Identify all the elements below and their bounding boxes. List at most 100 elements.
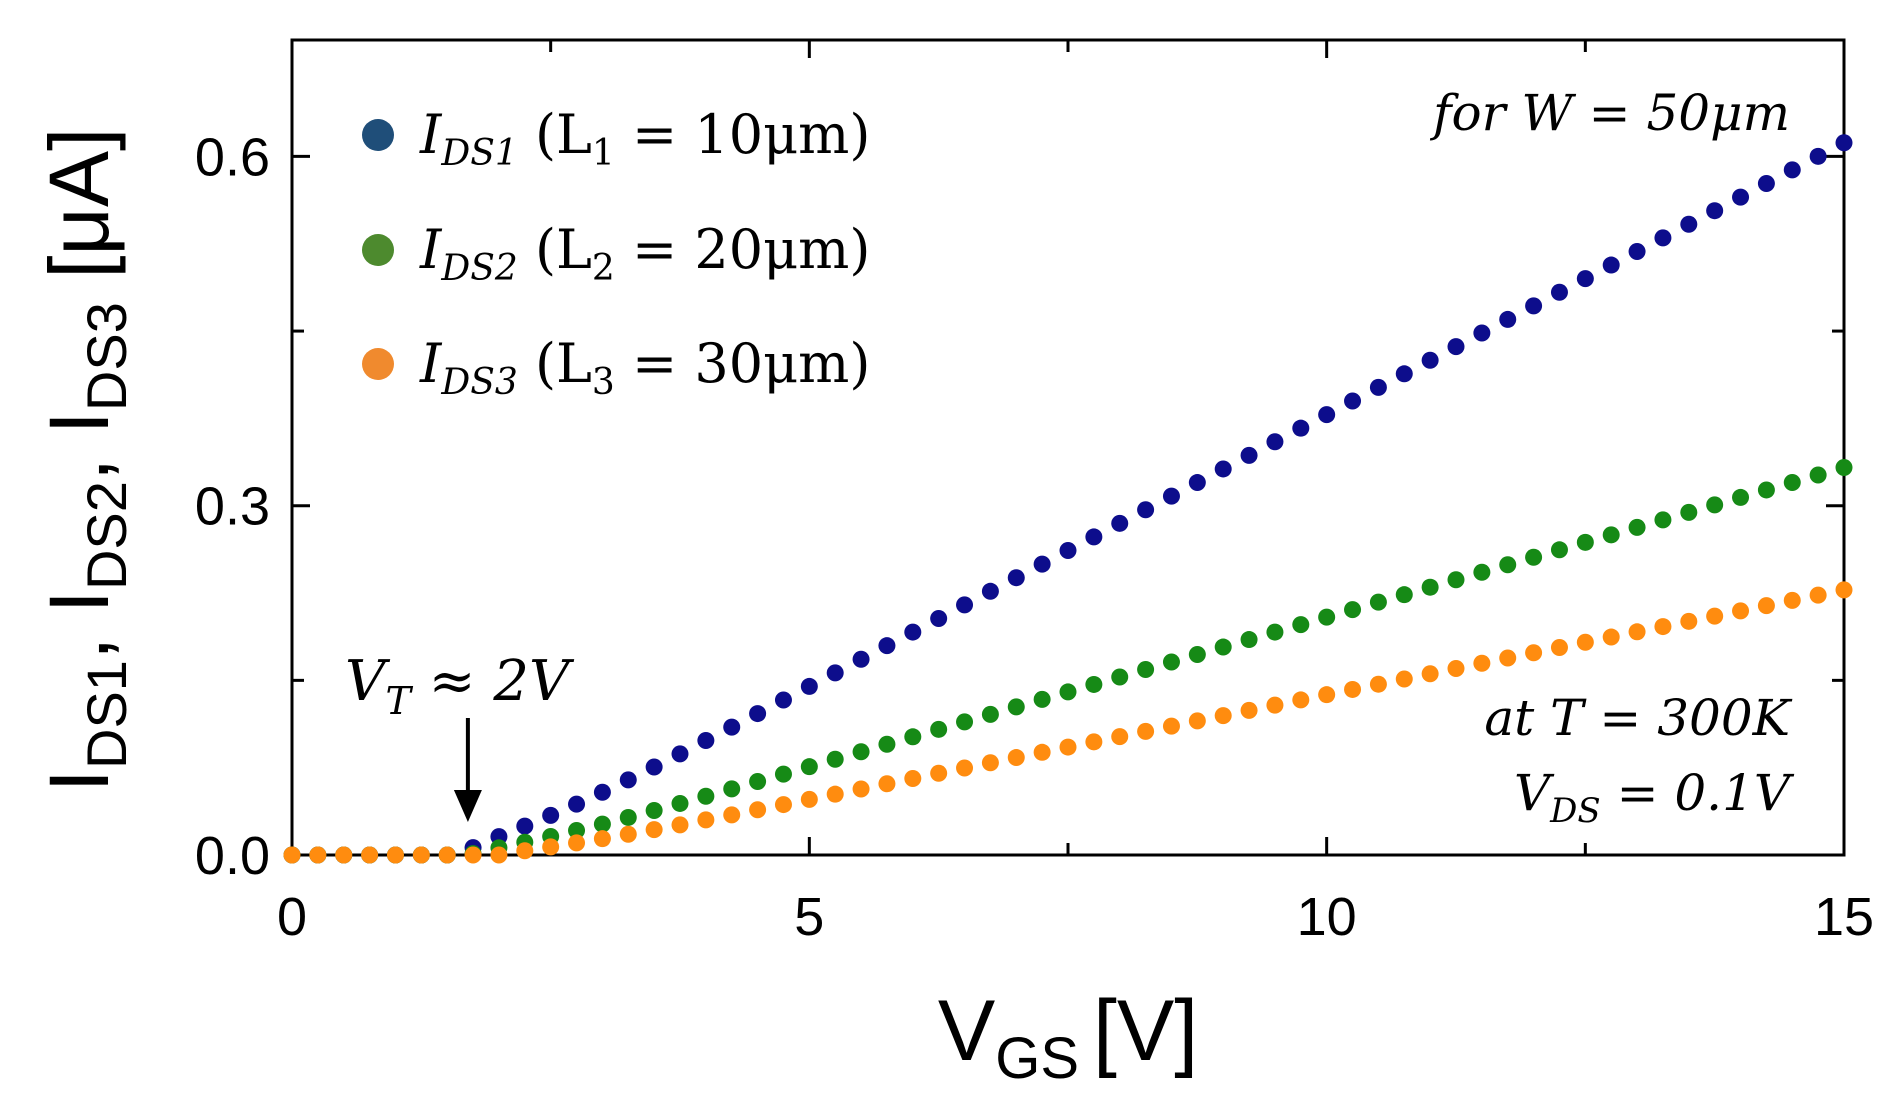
data-point (774, 765, 792, 783)
data-point (1680, 503, 1698, 521)
data-point (1059, 738, 1077, 756)
data-point (464, 846, 482, 864)
data-point (1550, 639, 1568, 657)
legend-ids2-main: I (419, 218, 443, 281)
data-point (1369, 378, 1387, 396)
data-point (956, 759, 974, 777)
data-point (1292, 691, 1310, 709)
legend: IDS1 (L1 = 10μm) IDS2 (L2 = 20μm) IDS3 (… (362, 103, 870, 403)
y-axis-title-i1: I (32, 769, 126, 792)
legend-label-ids2: IDS2 (L2 = 20μm) (419, 218, 870, 289)
x-tick-label: 15 (1814, 887, 1874, 947)
legend-label-ids1: IDS1 (L1 = 10μm) (419, 103, 870, 174)
data-point (1007, 698, 1025, 716)
data-point (1835, 459, 1853, 477)
data-point (361, 846, 379, 864)
data-point (852, 743, 870, 761)
data-point (1137, 722, 1155, 740)
data-point (1188, 646, 1206, 664)
x-tick-labels: 0 5 10 15 (277, 887, 1874, 947)
data-point (749, 801, 767, 819)
legend-ids2-tail: = 20μm) (615, 218, 871, 281)
series-1 (283, 134, 1853, 864)
data-point (930, 609, 948, 627)
data-point (1162, 487, 1180, 505)
data-point (1137, 660, 1155, 678)
data-point (1654, 618, 1672, 636)
data-point (981, 754, 999, 772)
threshold-tail: ≈ 2V (411, 649, 575, 714)
y-axis-title-sub1: DS1 (75, 660, 138, 769)
data-point (1111, 728, 1129, 746)
data-point (1732, 188, 1750, 206)
x-axis-title-unit: [V] (1093, 983, 1198, 1079)
data-point (1602, 256, 1620, 274)
data-point (1007, 749, 1025, 767)
data-point (981, 582, 999, 600)
legend-ids3-tail: = 30μm) (615, 332, 871, 395)
data-point (1809, 147, 1827, 165)
legend-ids3-sub: DS3 (440, 362, 517, 403)
data-point (774, 796, 792, 814)
data-point (1344, 392, 1362, 410)
data-point (1240, 631, 1258, 649)
data-point (1292, 419, 1310, 437)
data-point (826, 750, 844, 768)
data-point (723, 780, 741, 798)
data-point (904, 728, 922, 746)
legend-ids2-lsub: 2 (592, 248, 615, 289)
threshold-sub: T (385, 679, 413, 723)
data-point (1266, 623, 1284, 641)
y-tick-label: 0.0 (195, 826, 270, 886)
data-point (878, 637, 896, 655)
y-axis-title: IDS1, IDS2, IDS3 [μA] (32, 128, 138, 793)
data-point (516, 842, 534, 860)
data-point (1757, 597, 1775, 615)
legend-entry-ids3: IDS3 (L3 = 30μm) (362, 332, 870, 403)
data-point (1809, 586, 1827, 604)
data-point (956, 596, 974, 614)
data-point (1007, 569, 1025, 587)
y-axis-title-unit: [μA] (32, 128, 126, 302)
data-point (1214, 707, 1232, 725)
data-point (956, 713, 974, 731)
data-point (593, 830, 611, 848)
y-axis-title-sep1: , (32, 613, 126, 660)
data-point (1783, 473, 1801, 491)
data-point (904, 623, 922, 641)
data-point (1706, 607, 1724, 625)
data-point (1318, 406, 1336, 424)
data-point (645, 802, 663, 820)
data-point (1344, 601, 1362, 619)
data-point (1602, 628, 1620, 646)
legend-ids3-rest: (L (518, 332, 592, 395)
y-axis-title-sub2: DS2 (75, 481, 138, 590)
data-point (1706, 496, 1724, 514)
data-point (1602, 526, 1620, 544)
data-point (593, 815, 611, 833)
legend-ids3-main: I (419, 332, 443, 395)
data-point (1447, 338, 1465, 356)
axis-ticks (290, 40, 1846, 857)
data-point (1033, 743, 1051, 761)
data-point (619, 825, 637, 843)
data-point (826, 664, 844, 682)
data-point (1059, 683, 1077, 701)
y-axis-title-sep2: , (32, 434, 126, 481)
data-point (568, 795, 586, 813)
data-point (1059, 542, 1077, 560)
data-point (412, 846, 430, 864)
data-point (774, 691, 792, 709)
data-point (1576, 533, 1594, 551)
data-point (1318, 686, 1336, 704)
data-point (1395, 670, 1413, 688)
legend-ids1-lsub: 1 (592, 133, 615, 174)
data-point (1085, 733, 1103, 751)
data-point (386, 846, 404, 864)
data-point (1757, 481, 1775, 499)
data-point (671, 816, 689, 834)
data-point (1162, 653, 1180, 671)
data-point (1654, 229, 1672, 247)
data-point (1576, 633, 1594, 651)
